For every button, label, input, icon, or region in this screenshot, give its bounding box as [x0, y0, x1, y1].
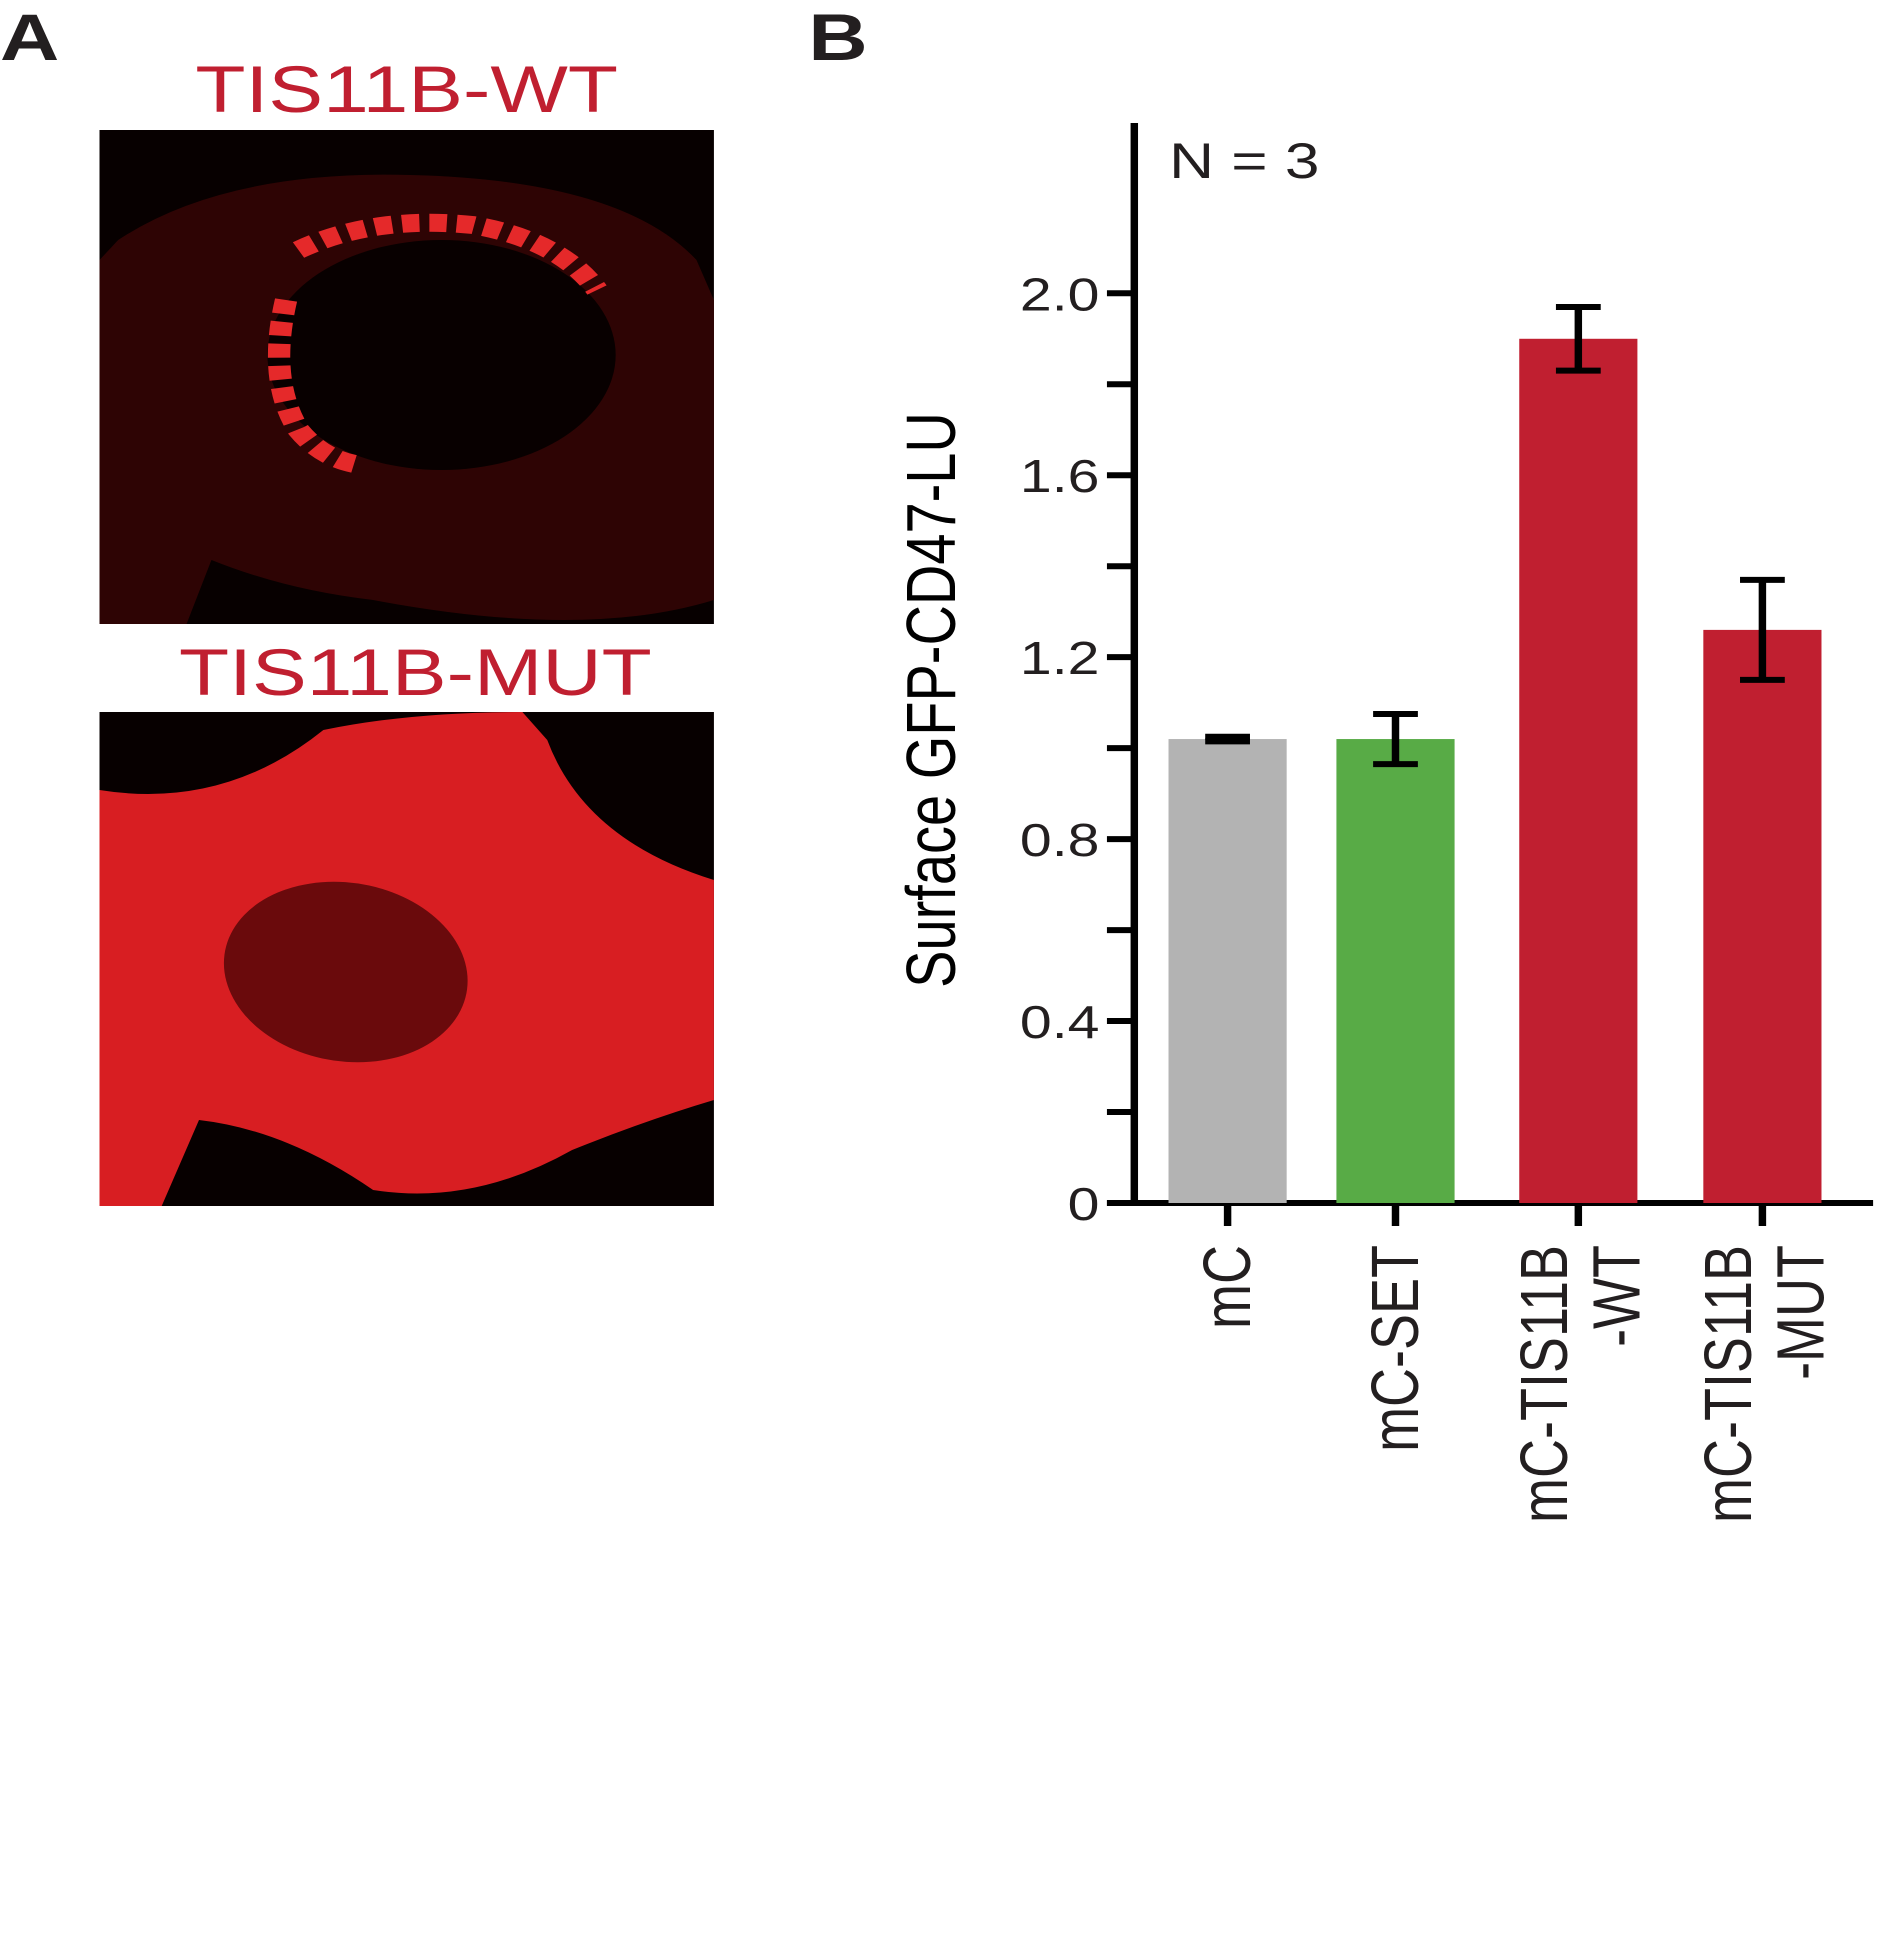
- y-tick-label: 1.2: [1020, 633, 1100, 684]
- y-tick-label: 2.0: [1020, 270, 1100, 321]
- x-tick-label-line: -WT: [1579, 1245, 1654, 1347]
- x-tick-label-line: mC-TIS11B: [1507, 1245, 1582, 1523]
- panel-label: B: [808, 1, 867, 75]
- x-tick-label: mC-SET: [1357, 1245, 1432, 1452]
- y-tick-label: 0.8: [1020, 815, 1100, 866]
- image-title: TIS11B-MUT: [179, 636, 652, 710]
- panel-label: A: [0, 1, 59, 75]
- bar: [1336, 739, 1455, 1203]
- y-tick-label: 1.6: [1020, 451, 1100, 502]
- bar: [1168, 739, 1287, 1203]
- x-tick-label-line: -MUT: [1763, 1245, 1838, 1380]
- y-tick-label: 0.4: [1020, 997, 1100, 1048]
- x-tick-label: mC-TIS11B-WT: [1507, 1245, 1654, 1523]
- x-tick-label: mC-TIS11B-MUT: [1691, 1245, 1838, 1523]
- x-tick-label: mC: [1189, 1245, 1264, 1329]
- bar: [1519, 338, 1638, 1203]
- y-tick-label: 0: [1068, 1179, 1100, 1230]
- x-tick-label-line: mC-TIS11B: [1691, 1245, 1766, 1523]
- micrograph-wt: [99, 130, 714, 624]
- x-tick-label-line: mC: [1189, 1245, 1264, 1329]
- image-title: TIS11B-WT: [195, 53, 618, 127]
- micrograph-mut: [99, 712, 714, 1206]
- y-axis-label: Surface GFP-CD47-LU: [893, 412, 970, 988]
- annotation: N = 3: [1169, 133, 1319, 189]
- x-tick-label-line: mC-SET: [1357, 1245, 1432, 1452]
- bar: [1703, 629, 1822, 1203]
